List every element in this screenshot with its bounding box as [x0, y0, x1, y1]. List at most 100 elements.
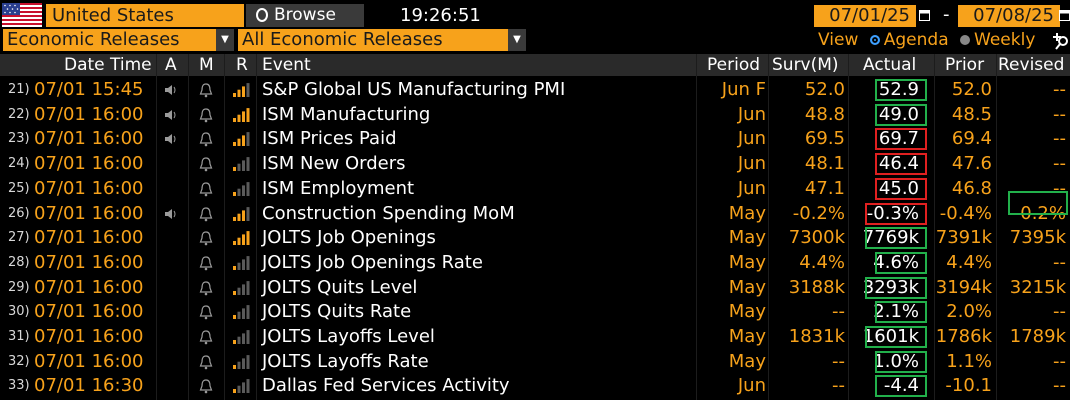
start-calendar-icon[interactable]	[919, 8, 930, 22]
weekly-radio[interactable]	[960, 35, 971, 45]
row-revised: --	[1053, 252, 1066, 273]
browse-button[interactable]: Browse	[246, 4, 364, 27]
bell-icon[interactable]	[199, 354, 213, 370]
bell-icon[interactable]	[199, 304, 213, 320]
relevance-bars-icon	[233, 207, 250, 221]
table-row[interactable]: 24) 07/01 16:00 ISM New Orders Jun 48.1 46.4 4…	[0, 152, 1070, 176]
row-revised: 3215k	[1009, 277, 1066, 298]
row-actual: 4.6%	[873, 252, 919, 273]
row-prior: 69.4	[951, 128, 992, 149]
country-field[interactable]: United States	[46, 4, 244, 27]
row-prior: 52.0	[951, 79, 992, 100]
bell-icon[interactable]	[199, 181, 213, 197]
bell-icon[interactable]	[199, 280, 213, 296]
bell-icon[interactable]	[199, 156, 213, 172]
row-survey: 69.5	[804, 128, 845, 149]
table-row[interactable]: 32) 07/01 16:00 JOLTS Layoffs Rate May -- 1.0…	[0, 350, 1070, 374]
audio-alert-icon[interactable]	[164, 207, 178, 221]
category-dropdown[interactable]: Economic Releases	[3, 29, 216, 51]
table-row[interactable]: 30) 07/01 16:00 JOLTS Quits Rate May -- 2.1% 2…	[0, 300, 1070, 324]
bell-icon[interactable]	[199, 378, 213, 394]
row-survey: 48.1	[804, 153, 845, 174]
bell-icon[interactable]	[199, 131, 213, 147]
row-actual: 69.7	[878, 128, 919, 149]
row-number: 21)	[8, 82, 30, 97]
row-event: JOLTS Layoffs Level	[262, 326, 435, 347]
row-survey: --	[832, 351, 845, 372]
add-search-icon[interactable]	[1052, 31, 1070, 51]
row-revised: --	[1053, 128, 1066, 149]
view-selector: View Agenda Weekly	[818, 29, 1035, 51]
end-calendar-icon[interactable]	[1059, 8, 1070, 22]
end-date-field[interactable]: 07/08/25	[958, 5, 1060, 27]
bell-icon[interactable]	[199, 206, 213, 222]
actual-highlight-box	[875, 128, 927, 150]
row-prior: -10.1	[945, 375, 992, 396]
audio-alert-icon[interactable]	[164, 132, 178, 146]
bell-icon[interactable]	[199, 107, 213, 123]
row-datetime: 07/01 16:30	[34, 375, 144, 396]
table-row[interactable]: 28) 07/01 16:00 JOLTS Job Openings Rate May…	[0, 251, 1070, 275]
revised-highlight-box	[1008, 191, 1068, 215]
table-row[interactable]: 27) 07/01 16:00 JOLTS Job Openings May 7300k…	[0, 226, 1070, 250]
row-revised: 1789k	[1009, 326, 1066, 347]
col-r[interactable]: R	[236, 55, 248, 75]
col-surv[interactable]: Surv(M)	[772, 55, 839, 75]
row-prior: 4.4%	[946, 252, 992, 273]
bell-icon[interactable]	[199, 230, 213, 246]
col-period[interactable]: Period	[707, 55, 761, 75]
col-m[interactable]: M	[199, 55, 214, 75]
table-row[interactable]: 33) 07/01 16:30 Dallas Fed Services Activi…	[0, 374, 1070, 398]
subcategory-chevron-down-icon[interactable]: ▼	[508, 29, 526, 51]
row-datetime: 07/01 16:00	[34, 227, 144, 248]
row-actual: 2.1%	[873, 301, 919, 322]
subcategory-dropdown[interactable]: All Economic Releases	[238, 29, 508, 51]
audio-alert-icon[interactable]	[164, 83, 178, 97]
table-row[interactable]: 22) 07/01 16:00 ISM Manufacturing Jun 48.8 49…	[0, 103, 1070, 127]
col-event[interactable]: Event	[262, 55, 311, 75]
col-actual[interactable]: Actual	[863, 55, 917, 75]
row-datetime: 07/01 16:00	[34, 178, 144, 199]
table-row[interactable]: 23) 07/01 16:00 ISM Prices Paid Jun 69.5 69.7…	[0, 127, 1070, 151]
start-date-field[interactable]: 07/01/25	[814, 5, 916, 27]
category-chevron-down-icon[interactable]: ▼	[216, 29, 234, 51]
row-prior: 7391k	[935, 227, 992, 248]
actual-highlight-box	[875, 178, 927, 200]
col-prior[interactable]: Prior	[945, 55, 985, 75]
row-period: May	[728, 351, 766, 372]
row-survey: 47.1	[804, 178, 845, 199]
row-event: JOLTS Quits Rate	[262, 301, 412, 322]
table-row[interactable]: 25) 07/01 16:00 ISM Employment Jun 47.1 45.0 4…	[0, 177, 1070, 201]
row-period: May	[728, 277, 766, 298]
row-event: JOLTS Job Openings	[262, 227, 436, 248]
table-row[interactable]: 21) 07/01 15:45 S&P Global US Manufacturin…	[0, 78, 1070, 102]
row-survey: --	[832, 301, 845, 322]
agenda-label[interactable]: Agenda	[883, 30, 949, 50]
view-label: View	[818, 30, 859, 50]
row-actual: -0.3%	[866, 203, 919, 224]
row-number: 26)	[8, 206, 30, 221]
weekly-label[interactable]: Weekly	[974, 30, 1036, 50]
row-prior: 46.8	[951, 178, 992, 199]
actual-highlight-box	[875, 351, 927, 373]
row-number: 22)	[8, 107, 30, 122]
bell-icon[interactable]	[199, 329, 213, 345]
row-number: 25)	[8, 181, 30, 196]
audio-alert-icon[interactable]	[164, 108, 178, 122]
actual-highlight-box	[864, 326, 927, 348]
col-a[interactable]: A	[165, 55, 177, 75]
relevance-bars-icon	[233, 108, 250, 122]
table-row[interactable]: 31) 07/01 16:00 JOLTS Layoffs Level May 1831…	[0, 325, 1070, 349]
col-datetime[interactable]: Date Time	[64, 55, 152, 75]
table-row[interactable]: 29) 07/01 16:00 JOLTS Quits Level May 3188k 3…	[0, 276, 1070, 300]
row-event: Construction Spending MoM	[262, 203, 515, 224]
row-event: JOLTS Layoffs Rate	[262, 351, 429, 372]
table-row[interactable]: 26) 07/01 16:00 Construction Spending MoM M…	[0, 191, 1070, 226]
col-revised[interactable]: Revised	[998, 55, 1065, 75]
bell-icon[interactable]	[199, 255, 213, 271]
bell-icon[interactable]	[199, 82, 213, 98]
row-survey: -0.2%	[792, 203, 845, 224]
agenda-radio[interactable]	[869, 35, 880, 45]
row-number: 27)	[8, 230, 30, 245]
row-actual: 49.0	[878, 104, 919, 125]
